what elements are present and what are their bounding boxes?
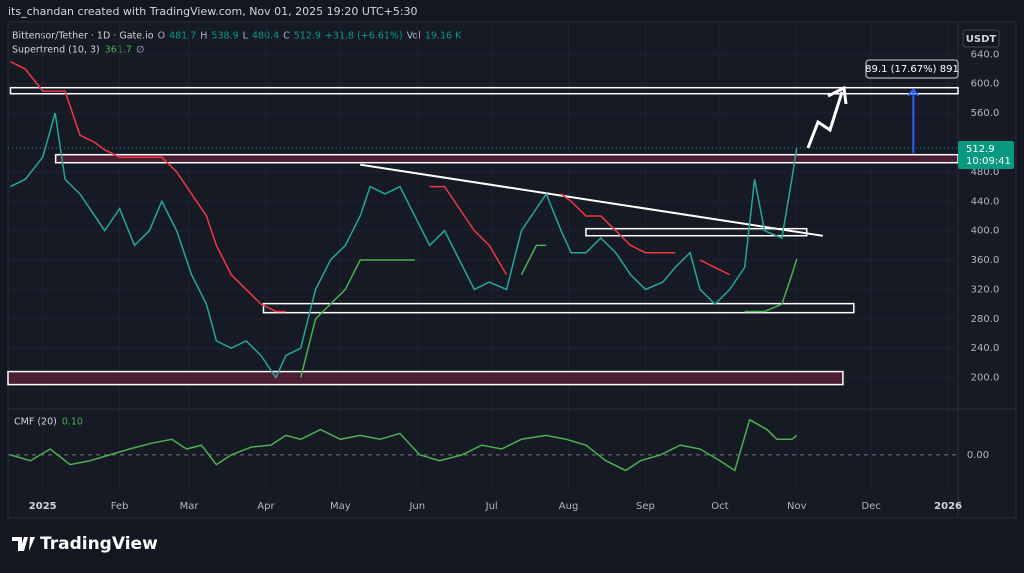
- x-tick-label: May: [330, 501, 351, 512]
- x-tick-label: Dec: [862, 501, 881, 512]
- x-tick-label: Jun: [408, 501, 425, 512]
- x-tick-label: 2025: [29, 501, 57, 512]
- zone: [262, 302, 855, 314]
- supertrend: [744, 258, 798, 313]
- zone: [9, 86, 959, 95]
- supertrend: [299, 259, 415, 378]
- ohlc-label: H: [200, 31, 207, 42]
- zone: [54, 153, 959, 164]
- y-tick-label: 400.0: [971, 226, 1000, 237]
- x-tick-label: Mar: [180, 501, 200, 512]
- y-tick-label: 440.0: [971, 196, 1000, 207]
- change: +31.8 (+6.61%): [325, 31, 403, 42]
- last-price: 512.9: [966, 144, 995, 155]
- countdown: 10:09:41: [966, 156, 1011, 167]
- supertrend: [429, 185, 508, 276]
- x-tick-label: Apr: [257, 501, 275, 512]
- y-tick-label: 280.0: [971, 314, 1000, 325]
- ohlc-label: C: [283, 31, 290, 42]
- y-tick-label: 0.00: [967, 450, 989, 461]
- projection-arrow-head: [827, 85, 848, 105]
- projection-arrow: [806, 91, 844, 149]
- ohlc-value: 538.9: [211, 31, 238, 42]
- x-tick-label: Aug: [559, 501, 579, 512]
- brand: TradingView: [40, 534, 158, 554]
- y-tick-label: 320.0: [971, 284, 1000, 295]
- trendline: [360, 163, 823, 237]
- indicator-extra: ∅: [136, 45, 144, 56]
- x-tick-label: Oct: [711, 501, 728, 512]
- y-tick-label: 240.0: [971, 343, 1000, 354]
- x-tick-label: Jul: [485, 501, 498, 512]
- x-tick-label: Nov: [787, 501, 807, 512]
- ohlc-value: 481.7: [169, 31, 196, 42]
- ohlc-label: L: [243, 31, 249, 42]
- zone: [7, 370, 844, 386]
- ohlc-label: O: [158, 31, 165, 42]
- y-tick-label: 640.0: [971, 49, 1000, 60]
- volume-value: 19.16 K: [425, 31, 462, 42]
- zone: [585, 227, 808, 237]
- currency-button[interactable]: [962, 29, 1000, 48]
- x-tick-label: 2026: [934, 501, 962, 512]
- supertrend: [520, 244, 547, 276]
- supertrend: [560, 193, 676, 254]
- price-label-box: [958, 141, 1014, 169]
- logo-mark: [12, 537, 35, 551]
- y-tick-label: 200.0: [971, 373, 1000, 384]
- cmf-pane: 0.00 CMF (20) 0.10: [8, 417, 989, 472]
- price-pane: 200.0 240.0 280.0 320.0 360.0 400.0 440.0 480.0…: [7, 22, 1000, 512]
- price-line: [10, 112, 798, 380]
- header: its_chandan created with TradingView.com…: [8, 5, 418, 18]
- indicator-value: 0.10: [62, 417, 83, 428]
- indicator-name: CMF (20): [14, 417, 57, 428]
- volume-label: Vol: [407, 31, 421, 42]
- cmf-line: [10, 418, 798, 472]
- y-tick-label: 560.0: [971, 108, 1000, 119]
- ohlc-value: 512.9: [294, 31, 321, 42]
- x-tick-label: Sep: [636, 501, 655, 512]
- measure-label-box: [865, 59, 959, 79]
- measure-arrow-head: [907, 88, 920, 97]
- currency[interactable]: USDT: [966, 34, 997, 45]
- supertrend: [699, 259, 731, 276]
- measure-label: 89.1 (17.67%) 891: [865, 64, 959, 75]
- symbol: Bittensor/Tether · 1D · Gate.io: [12, 31, 154, 42]
- supertrend: [10, 61, 286, 313]
- y-tick-label: 480.0: [971, 167, 1000, 178]
- indicator-value: 361.7: [105, 45, 132, 56]
- y-tick-label: 360.0: [971, 255, 1000, 266]
- y-tick-label: 600.0: [971, 79, 1000, 90]
- x-tick-label: Feb: [111, 501, 129, 512]
- indicator-name: Supertrend (10, 3): [12, 45, 100, 56]
- logo: TradingView: [12, 534, 158, 554]
